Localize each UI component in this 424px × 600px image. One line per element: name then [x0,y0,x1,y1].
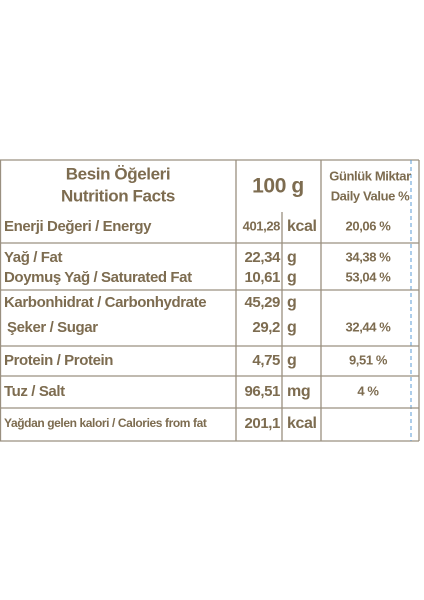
nutrient-unit: g [287,352,296,369]
nutrient-unit: g [287,294,296,311]
nutrient-name: Karbonhidrat / Carbonhydrate [4,294,206,311]
daily-value: 20,06 % [346,218,392,233]
nutrient-value: 45,29 [244,294,280,311]
nutrient-value: 96,51 [244,383,280,400]
nutrient-unit: kcal [287,218,317,235]
nutrient-name: Enerji Değeri / Energy [4,218,152,235]
daily-value: 34,38 % [346,249,392,264]
nutrient-unit: g [287,269,296,286]
nutrient-name: Yağ / Fat [4,249,62,266]
title-tr: Besin Öğeleri [66,164,170,183]
nutrient-value: 29,2 [252,319,280,336]
daily-value: 4 % [357,383,379,398]
nutrient-value: 201,1 [244,415,280,432]
nutrient-unit: g [287,249,296,266]
nutrient-unit: mg [287,383,310,400]
nutrient-unit: kcal [287,415,317,432]
amount: 100 g [252,175,304,198]
daily-value: 9,51 % [349,352,388,367]
nutrient-name: Tuz / Salt [4,383,65,400]
daily-en: Daily Value % [331,188,410,203]
nutrient-value: 4,75 [252,352,280,369]
nutrient-value: 22,34 [244,249,281,266]
daily-tr: Günlük Miktar [329,168,411,183]
nutrient-unit: g [287,319,296,336]
daily-value: 32,44 % [346,319,392,334]
nutrient-name: Yağdan gelen kalori / Calories from fat [4,416,207,430]
nutrient-name: Protein / Protein [4,352,113,369]
nutrient-name: Şeker / Sugar [7,319,98,336]
nutrient-name: Doymuş Yağ / Saturated Fat [4,269,192,286]
title-en: Nutrition Facts [61,186,175,205]
nutrient-value: 401,28 [243,218,281,233]
nutrient-value: 10,61 [244,269,280,286]
daily-value: 53,04 % [346,269,392,284]
